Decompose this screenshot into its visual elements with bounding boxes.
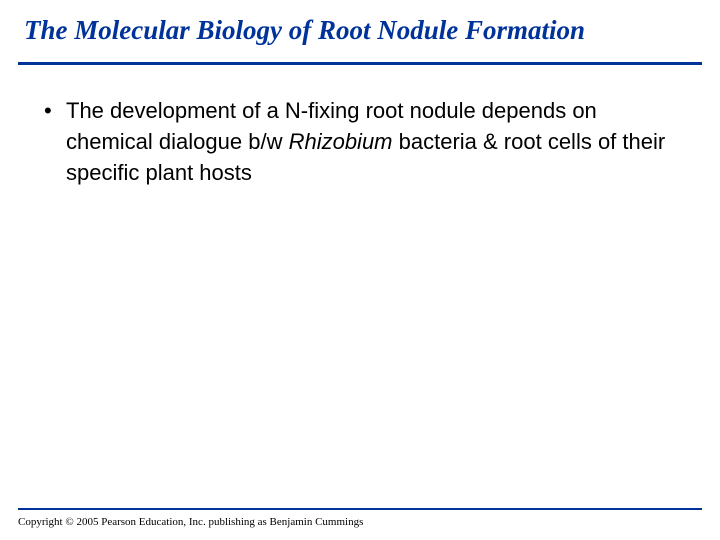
copyright-text: Copyright © 2005 Pearson Education, Inc.…: [18, 516, 363, 528]
slide: The Molecular Biology of Root Nodule For…: [0, 0, 720, 540]
bullet-text-italic-run: Rhizobium: [289, 129, 393, 154]
footer-rule: [18, 508, 702, 510]
title-block: The Molecular Biology of Root Nodule For…: [0, 0, 720, 48]
body-block: • The development of a N-fixing root nod…: [0, 65, 720, 188]
bullet-text: The development of a N-fixing root nodul…: [66, 95, 686, 188]
bullet-item: • The development of a N-fixing root nod…: [44, 95, 686, 188]
slide-title: The Molecular Biology of Root Nodule For…: [24, 14, 696, 48]
bullet-dot-icon: •: [44, 95, 66, 126]
